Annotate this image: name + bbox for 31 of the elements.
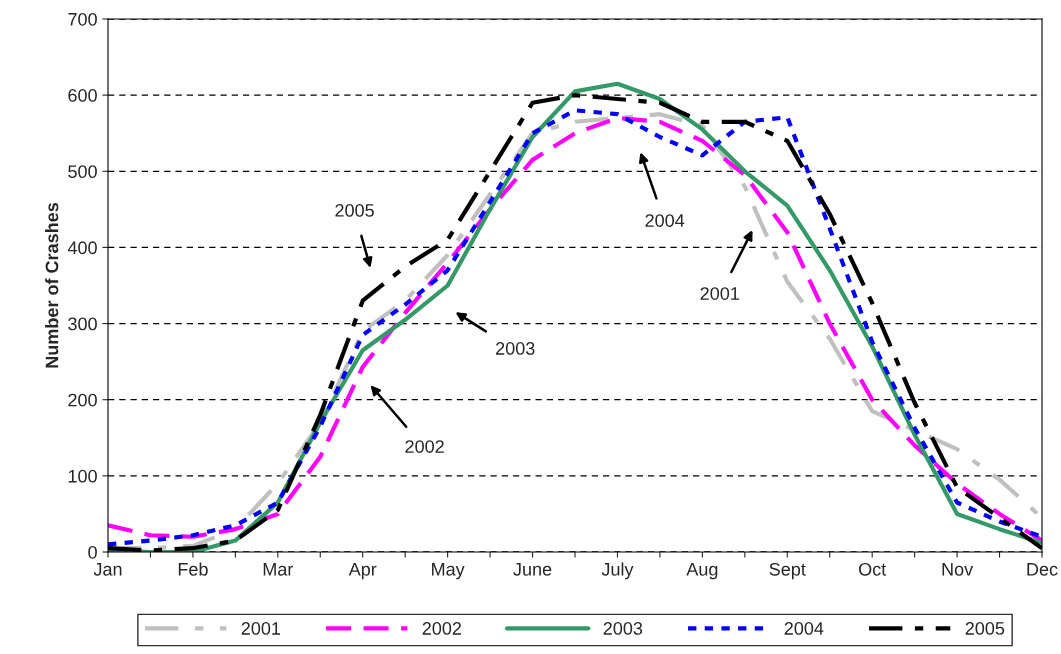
annotation: 2002 (405, 440, 444, 453)
legend-label: 2004 (784, 622, 824, 635)
y-tick-label: 500 (68, 165, 97, 179)
x-tick-label: Dec (1027, 563, 1058, 576)
x-tick-label: Apr (348, 563, 377, 580)
legend-label: 2002 (422, 622, 462, 635)
y-tick-label: 700 (68, 12, 97, 26)
y-tick-label: 400 (67, 241, 97, 255)
y-tick-label: 300 (68, 317, 97, 331)
x-tick-label: Sept (769, 562, 806, 580)
y-tick-label: 200 (68, 393, 97, 407)
annotation: 2004 (645, 214, 685, 227)
x-tick-label: Nov (942, 563, 974, 576)
x-tick-label: Feb (178, 562, 208, 576)
annotation: 2005 (335, 204, 374, 217)
y-axis-title: Number of Crashes (45, 202, 59, 368)
x-tick-label: Aug (686, 563, 718, 580)
x-tick-label: July (601, 562, 634, 580)
x-tick-label: Oct (858, 562, 887, 576)
y-tick-label: 100 (68, 469, 97, 483)
legend-label: 2001 (241, 622, 281, 635)
annotation: 2001 (700, 287, 739, 300)
legend-label: 2003 (603, 622, 643, 635)
x-tick-label: May (432, 563, 465, 580)
annotation: 2003 (496, 342, 535, 355)
x-tick-label: Jan (93, 563, 122, 576)
x-tick-label: June (513, 563, 552, 576)
y-tick-label: 0 (88, 545, 97, 559)
x-tick-label: Mar (263, 563, 294, 576)
y-tick-label: 600 (68, 89, 97, 102)
legend-label: 2005 (965, 622, 1005, 635)
